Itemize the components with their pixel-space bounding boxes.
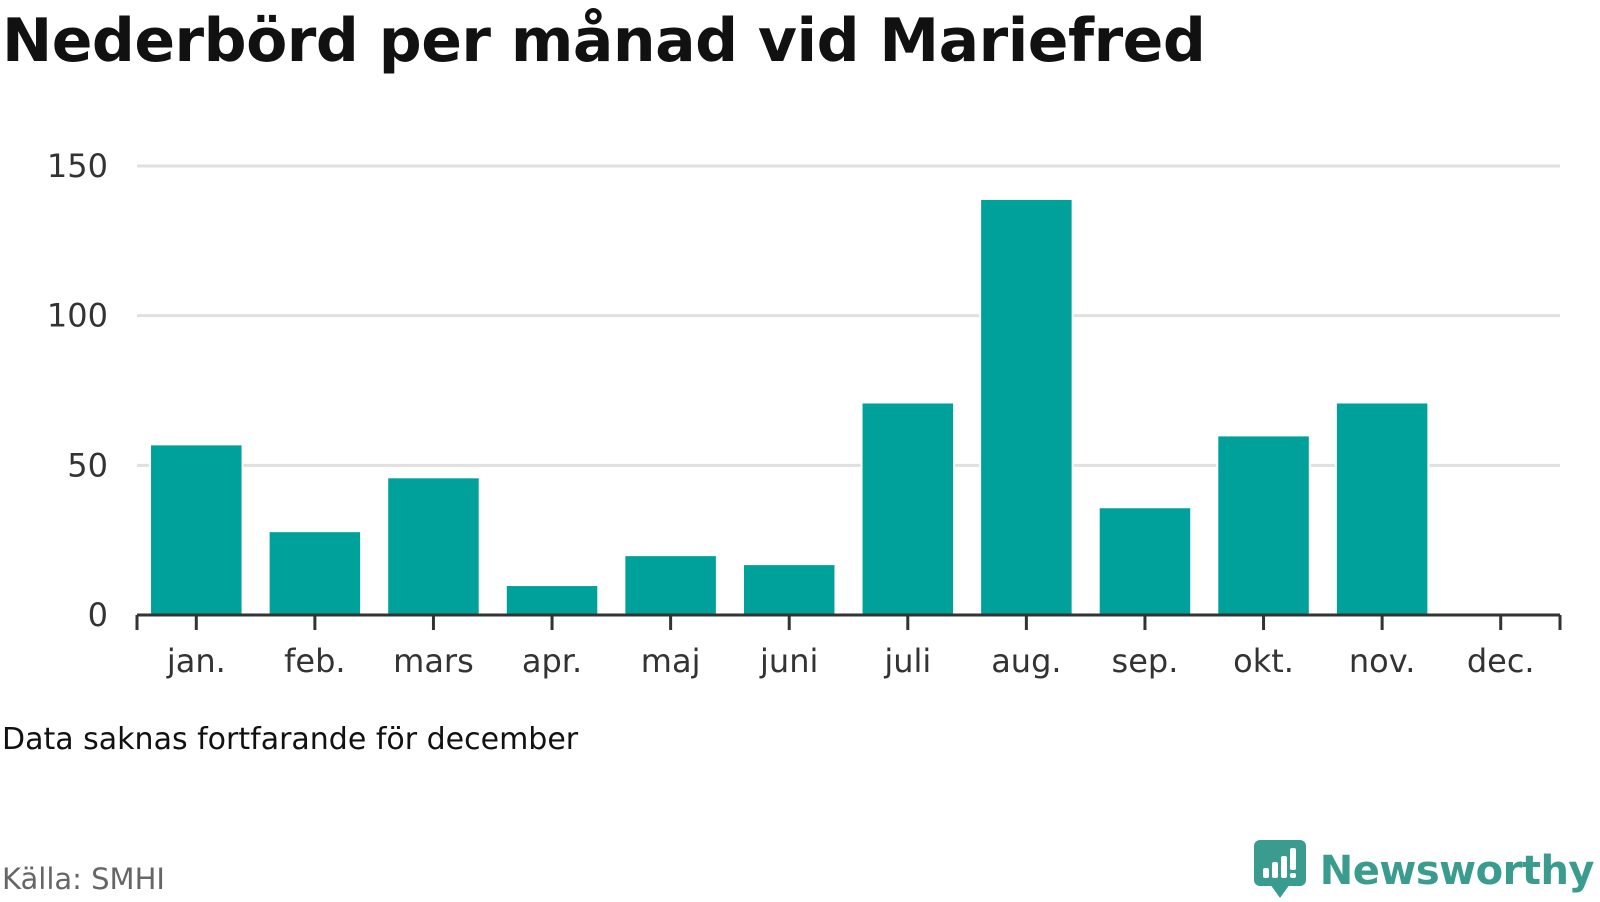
x-axis-tick-labels: jan. feb. mars apr. maj juni juli aug. sep. okt. n… xyxy=(166,642,1535,680)
bar-okt xyxy=(1216,434,1311,616)
x-tick-label: dec. xyxy=(1467,642,1535,680)
chart-bubble-icon xyxy=(1253,840,1306,898)
source-label: Källa: SMHI xyxy=(2,862,165,896)
bar-feb xyxy=(267,530,363,616)
y-tick-label: 150 xyxy=(47,147,108,185)
x-tick-label: apr. xyxy=(522,642,582,680)
bar-jan xyxy=(149,443,244,616)
grid-lines xyxy=(137,164,1560,467)
x-tick-label: mars xyxy=(393,642,474,680)
brand-logo: Newsworthy xyxy=(1253,840,1595,902)
x-tick-label: okt. xyxy=(1233,642,1294,680)
x-tick-label: aug. xyxy=(991,642,1061,680)
bar-sep xyxy=(1097,506,1193,616)
x-tick-label: jan. xyxy=(166,642,226,680)
x-tick-label: juni xyxy=(759,642,818,680)
x-tick-label: juli xyxy=(883,642,931,680)
x-tick-label: nov. xyxy=(1349,642,1415,680)
bars xyxy=(149,197,1430,617)
bar-mars xyxy=(386,476,481,616)
x-tick-label: maj xyxy=(641,642,701,680)
chart-title: Nederbörd per månad vid Mariefred xyxy=(2,6,1206,76)
bar-juni xyxy=(741,563,837,617)
bar-apr xyxy=(504,584,600,616)
x-tick-label: sep. xyxy=(1112,642,1179,680)
data-note: Data saknas fortfarande för december xyxy=(2,722,579,757)
bar-juli xyxy=(860,401,956,616)
y-tick-label: 0 xyxy=(88,596,108,634)
x-tick-label: feb. xyxy=(284,642,345,680)
bar-nov xyxy=(1334,401,1430,616)
x-axis xyxy=(135,613,1562,630)
brand-name: Newsworthy xyxy=(1319,848,1595,894)
bar-maj xyxy=(623,554,718,617)
bar-aug xyxy=(979,197,1074,616)
y-tick-label: 50 xyxy=(67,446,108,484)
y-tick-label: 100 xyxy=(47,297,108,335)
y-axis-tick-labels: 0 50 100 150 xyxy=(47,147,108,634)
